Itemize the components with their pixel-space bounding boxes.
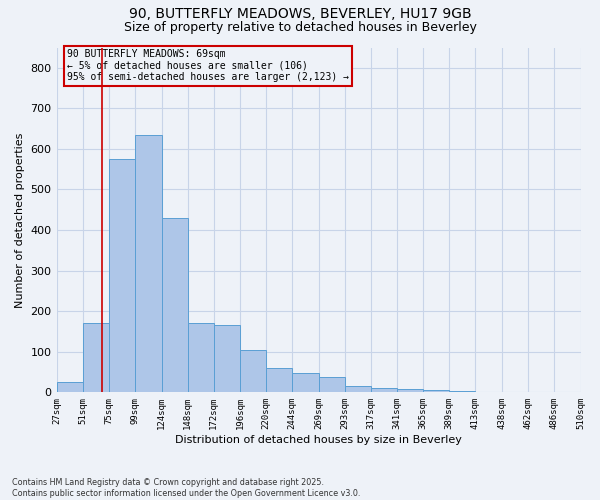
Bar [423,390,449,392]
Bar [188,324,214,392]
Bar [449,391,475,392]
Bar [214,326,240,392]
Bar [292,374,319,392]
Bar [371,388,397,392]
X-axis label: Distribution of detached houses by size in Beverley: Distribution of detached houses by size … [175,435,462,445]
Bar [56,382,83,392]
Bar [397,389,423,392]
Text: 90 BUTTERFLY MEADOWS: 69sqm
← 5% of detached houses are smaller (106)
95% of sem: 90 BUTTERFLY MEADOWS: 69sqm ← 5% of deta… [67,49,349,82]
Text: Contains HM Land Registry data © Crown copyright and database right 2025.
Contai: Contains HM Land Registry data © Crown c… [12,478,361,498]
Bar [240,350,266,393]
Text: Size of property relative to detached houses in Beverley: Size of property relative to detached ho… [124,22,476,35]
Y-axis label: Number of detached properties: Number of detached properties [15,132,25,308]
Bar [109,159,134,392]
Bar [319,377,345,392]
Bar [83,324,109,392]
Bar [162,218,188,392]
Bar [134,134,162,392]
Text: 90, BUTTERFLY MEADOWS, BEVERLEY, HU17 9GB: 90, BUTTERFLY MEADOWS, BEVERLEY, HU17 9G… [128,8,472,22]
Bar [266,368,292,392]
Bar [345,386,371,392]
